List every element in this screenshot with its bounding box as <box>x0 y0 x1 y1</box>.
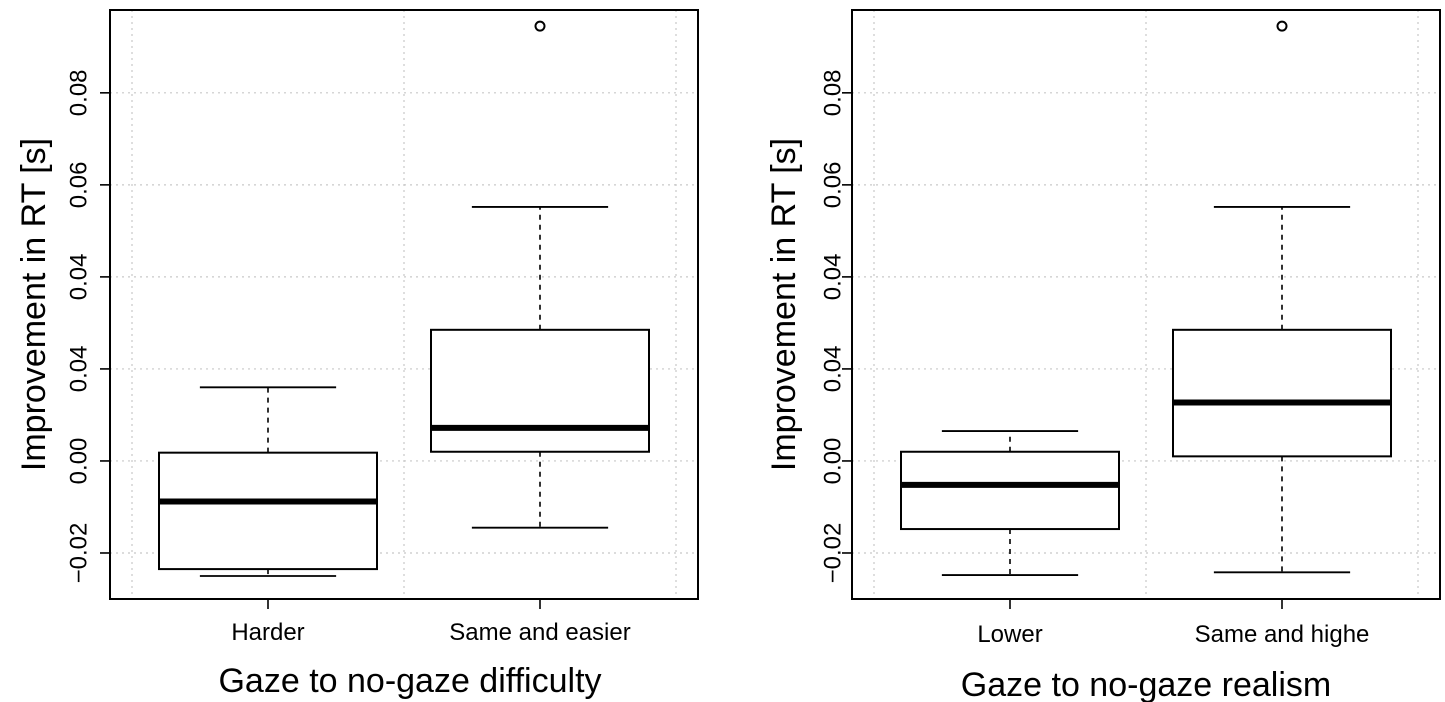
y-tick-label-4: 0.06 <box>65 162 92 209</box>
x-tick-label-1: Same and highe <box>1195 621 1370 648</box>
x-tick-label-1: Same and easier <box>449 619 630 646</box>
y-tick-label-0: −0.02 <box>65 523 92 584</box>
iqr-box-0 <box>158 451 378 571</box>
y-axis-title: Improvement in RT [s] <box>15 138 53 471</box>
realism-boxplot-panel: −0.02 0.00 0.04 0.04 0.06 0.08 Improvement in … <box>765 9 1441 702</box>
plot-frame <box>851 9 1441 600</box>
y-tick-label-3: 0.04 <box>65 254 92 301</box>
outlier-point-1-0 <box>1276 20 1288 32</box>
x-tick-label-0: Harder <box>231 619 304 646</box>
y-tick-label-5: 0.08 <box>819 69 846 116</box>
x-axis-title: Gaze to no-gaze realism <box>961 666 1331 702</box>
y-tick-label-4: 0.06 <box>819 162 846 209</box>
y-tick-label-3: 0.04 <box>819 254 846 301</box>
y-tick-label-0: −0.02 <box>819 523 846 584</box>
plot-frame <box>109 9 699 600</box>
y-tick-label-2: 0.04 <box>819 346 846 393</box>
outlier-point-1-0 <box>534 20 546 32</box>
difficulty-boxplot-panel: −0.02 0.00 0.04 0.04 0.06 0.08 Improvement in … <box>15 9 699 700</box>
y-tick-label-1: 0.00 <box>819 438 846 485</box>
iqr-box-1 <box>1172 328 1392 458</box>
y-tick-label-2: 0.04 <box>65 346 92 393</box>
y-tick-label-1: 0.00 <box>65 438 92 485</box>
iqr-box-1 <box>430 328 650 453</box>
x-axis-title: Gaze to no-gaze difficulty <box>218 662 601 700</box>
y-axis-title: Improvement in RT [s] <box>765 138 803 471</box>
iqr-box-0 <box>900 450 1120 531</box>
y-tick-label-5: 0.08 <box>65 69 92 116</box>
x-tick-label-0: Lower <box>977 621 1042 648</box>
